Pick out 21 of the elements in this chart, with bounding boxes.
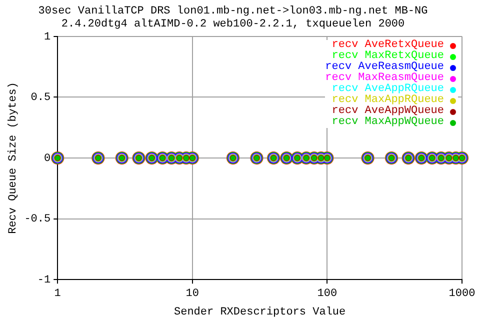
y-tick-label: -1 (37, 274, 51, 287)
legend-label: recv AveReasmQueue (325, 61, 444, 74)
y-tick-label: 0 (44, 152, 51, 165)
x-tick-label: 1000 (448, 288, 476, 300)
y-tick-label: 1 (44, 31, 51, 44)
legend-label: recv AveAppRQueue (332, 83, 444, 96)
legend-label: recv MaxAppRQueue (332, 94, 444, 106)
legend-label: recv MaxAppWQueue (332, 116, 444, 128)
x-tick-label: 100 (317, 288, 338, 300)
chart-title: 30sec VanillaTCP DRS lon01.mb-ng.net->lon03.mb-ng.net MB-NG (38, 6, 428, 18)
y-tick-label: -0.5 (24, 214, 51, 226)
x-tick-label: 10 (186, 288, 200, 300)
y-tick-label: 0.5 (30, 92, 51, 104)
legend-label: recv MaxReasmQueue (325, 72, 444, 84)
chart-subtitle: 2.4.20dtg4 altAIMD-0.2 web100-2.2.1, txqueuelen 2000 (61, 18, 405, 31)
y-axis-title: Recv Queue Size (bytes) (8, 82, 20, 234)
legend-label: recv AveRetxQueue (332, 39, 444, 52)
x-tick-label: 1 (54, 288, 62, 300)
legend-label: recv MaxRetxQueue (332, 50, 444, 62)
x-axis-title: Sender RXDescriptors Value (174, 306, 346, 318)
legend-label: recv AveAppWQueue (332, 105, 444, 118)
